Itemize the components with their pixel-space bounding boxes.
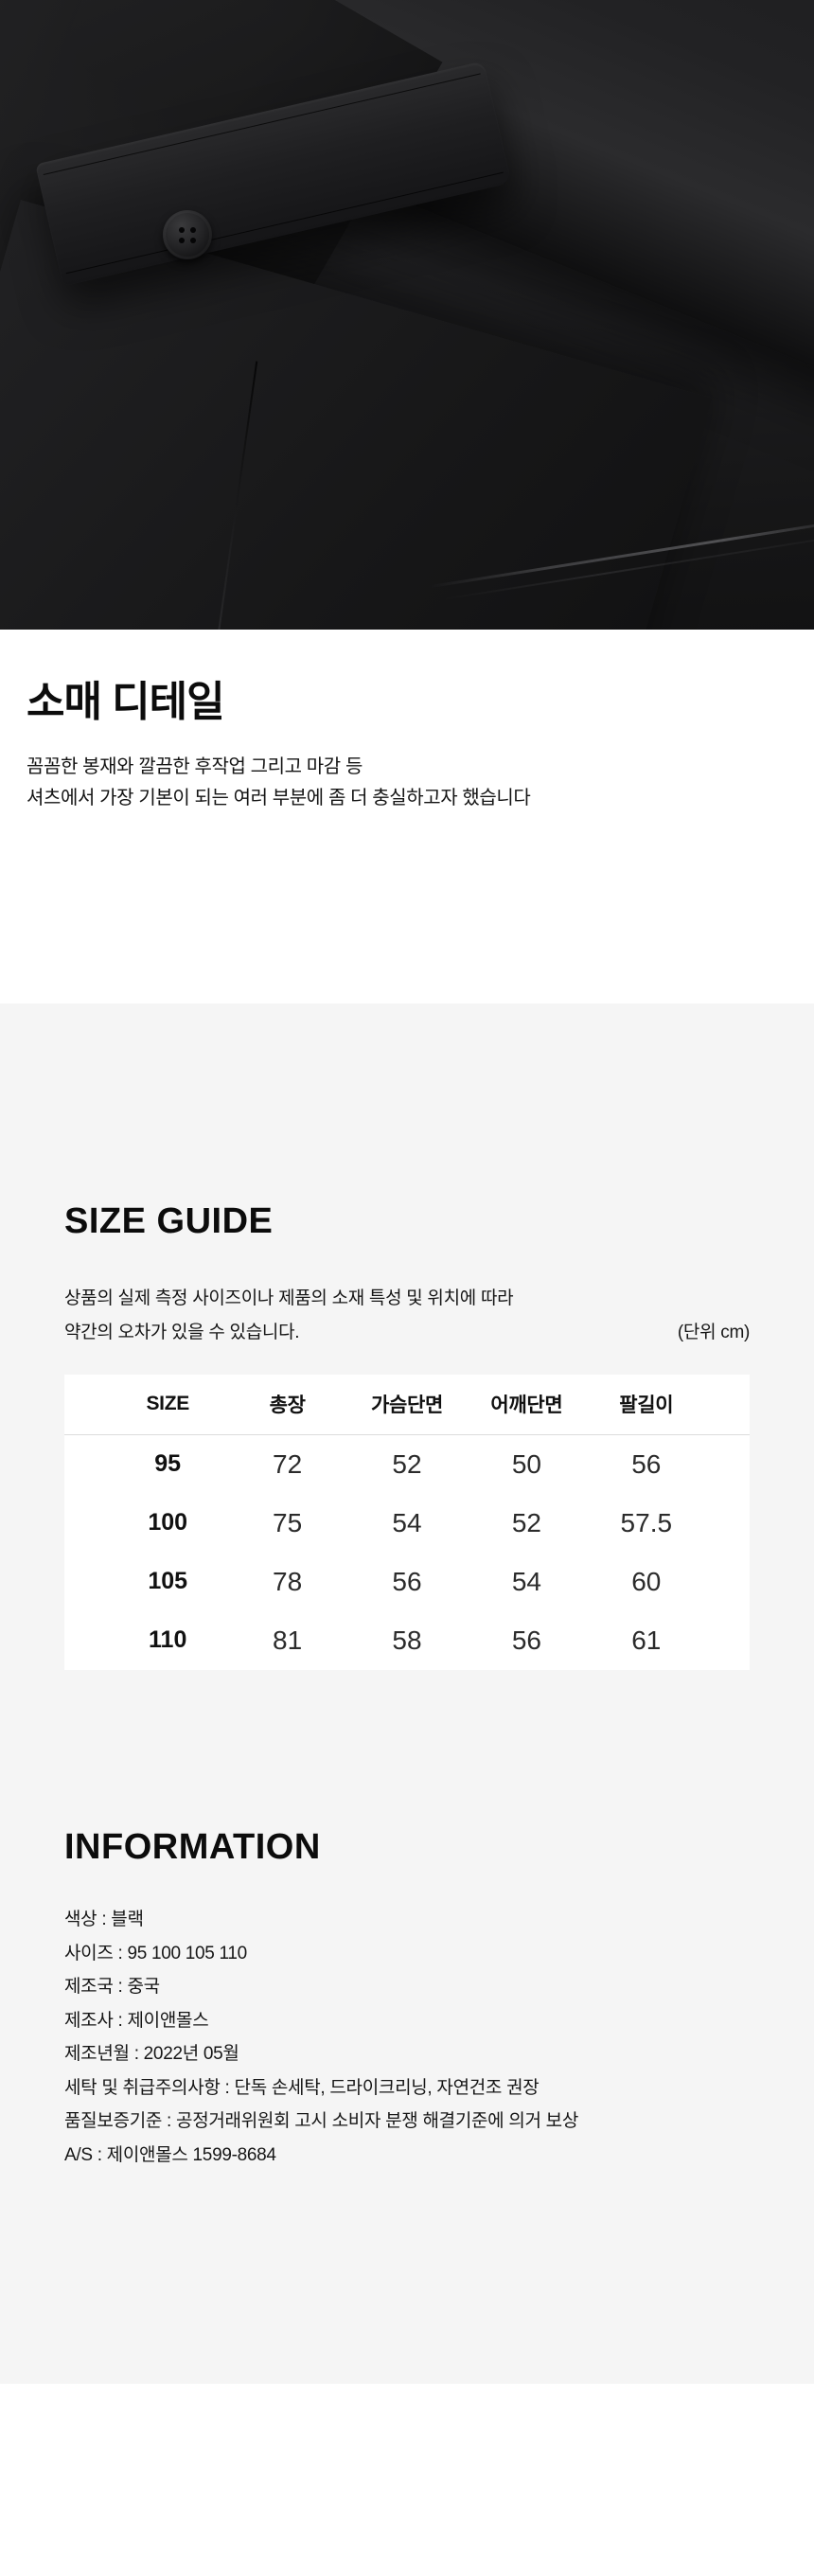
cuff-button (163, 210, 212, 259)
info-item-manufacturer: 제조사 : 제이앤몰스 (64, 2010, 209, 2031)
cuff-button-holes (185, 232, 190, 238)
information-title: INFORMATION (64, 1826, 321, 1867)
size-guide-note-line1: 상품의 실제 측정 사이즈이나 제품의 소재 특성 및 위치에 따라 (64, 1288, 514, 1308)
sleeve-detail-line2: 셔츠에서 가장 기본이 되는 여러 부분에 좀 더 충실하고자 했습니다 (27, 787, 531, 808)
column-header-chest: 가슴단면 (370, 1395, 444, 1417)
info-item-warranty: 품질보증기준 : 공정거래위원회 고시 소비자 분쟁 해결기준에 의거 보상 (64, 2111, 579, 2132)
cell-value: 56 (392, 1566, 422, 1596)
row-size-value: 95 (154, 1450, 182, 1478)
cell-value: 52 (511, 1507, 541, 1537)
cell-value: 57.5 (620, 1507, 673, 1537)
size-guide-title: SIZE GUIDE (64, 1201, 274, 1241)
table-row: 105 78 56 54 60 (108, 1553, 706, 1611)
sleeve-detail-section: 소매 디테일 꼼꼼한 봉재와 깔끔한 후작업 그리고 마감 등 셔츠에서 가장 … (0, 630, 814, 1004)
table-row: 110 81 58 56 61 (108, 1611, 706, 1670)
row-size-value: 100 (148, 1509, 188, 1537)
info-item-mfg-date: 제조년월 : 2022년 05월 (64, 2044, 239, 2065)
column-header-arm: 팔길이 (619, 1395, 674, 1417)
cell-value: 60 (631, 1566, 662, 1596)
row-size-value: 105 (148, 1568, 188, 1595)
cell-value: 54 (392, 1507, 422, 1537)
size-table-header: SIZE 총장 가슴단면 어깨단면 팔길이 (108, 1375, 706, 1434)
size-guide-note-line2: 약간의 오차가 있을 수 있습니다. (64, 1322, 300, 1342)
sleeve-detail-line1: 꼼꼼한 봉재와 깔끔한 후작업 그리고 마감 등 (27, 755, 363, 777)
cell-value: 56 (631, 1448, 662, 1479)
information-list: 색상 : 블랙 사이즈 : 95 100 105 110 제조국 : 중국 제조… (64, 1903, 750, 2172)
size-guide-information-section: SIZE GUIDE 상품의 실제 측정 사이즈이나 제품의 소재 특성 및 위… (0, 1004, 814, 2384)
size-table: SIZE 총장 가슴단면 어깨단면 팔길이 95 72 52 50 56 100… (64, 1374, 750, 1670)
product-photo (0, 0, 814, 630)
cell-value: 61 (631, 1625, 662, 1655)
info-item-care: 세탁 및 취급주의사항 : 단독 손세탁, 드라이크리닝, 자연건조 권장 (64, 2077, 540, 2098)
column-header-size: SIZE (146, 1393, 189, 1415)
sleeve-detail-title: 소매 디테일 (27, 679, 225, 725)
cell-value: 50 (511, 1448, 541, 1479)
bottom-whitespace (0, 2384, 814, 2576)
table-header-divider (64, 1433, 750, 1435)
table-row: 95 72 52 50 56 (108, 1435, 706, 1494)
cell-value: 78 (273, 1566, 303, 1596)
info-item-sizes: 사이즈 : 95 100 105 110 (64, 1943, 247, 1963)
cell-value: 52 (392, 1448, 422, 1479)
row-size-value: 110 (149, 1626, 187, 1654)
cell-value: 54 (511, 1566, 541, 1596)
cell-value: 81 (273, 1625, 303, 1655)
cell-value: 58 (392, 1625, 422, 1655)
info-item-as: A/S : 제이앤몰스 1599-8684 (64, 2144, 276, 2165)
column-header-length: 총장 (269, 1395, 306, 1417)
cell-value: 56 (511, 1625, 541, 1655)
info-item-color: 색상 : 블랙 (64, 1910, 144, 1930)
info-item-origin: 제조국 : 중국 (64, 1977, 160, 1998)
unit-label: (단위 cm) (677, 1322, 750, 1342)
column-header-shoulder: 어깨단면 (490, 1395, 563, 1417)
cell-value: 72 (273, 1448, 303, 1479)
size-guide-note: 상품의 실제 측정 사이즈이나 제품의 소재 특성 및 위치에 따라 약간의 오… (64, 1282, 750, 1350)
cell-value: 75 (273, 1507, 303, 1537)
sleeve-detail-description: 꼼꼼한 봉재와 깔끔한 후작업 그리고 마감 등 셔츠에서 가장 기본이 되는 … (27, 752, 787, 814)
table-row: 100 75 54 52 57.5 (108, 1494, 706, 1553)
